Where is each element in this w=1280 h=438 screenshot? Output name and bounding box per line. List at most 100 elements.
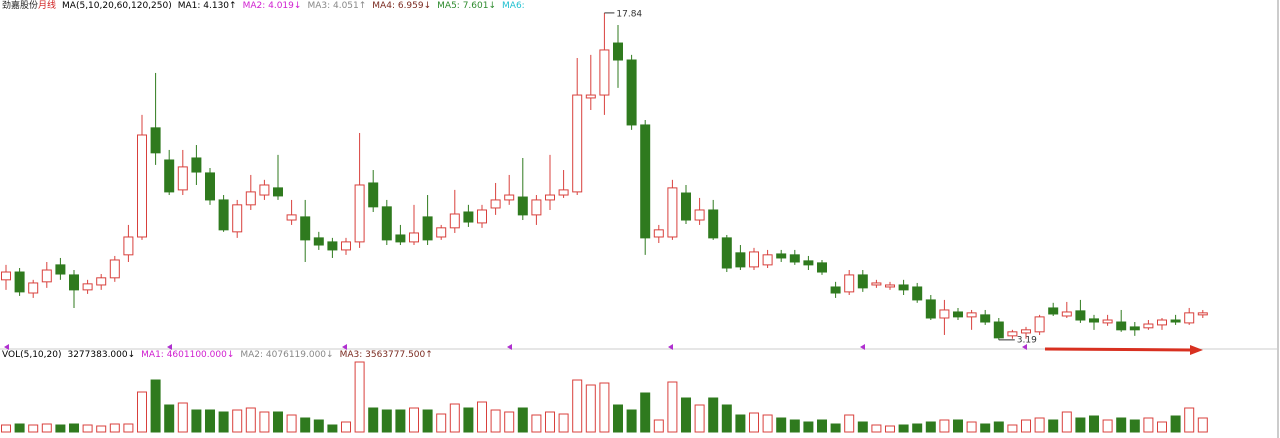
marker [167, 344, 172, 350]
candle-body [1089, 318, 1099, 323]
volume-bar [640, 392, 651, 433]
candle-body [218, 199, 229, 231]
volume-bar [490, 409, 501, 433]
volume-bar [558, 413, 569, 433]
candle-body [395, 234, 406, 243]
volume-bar [531, 414, 542, 433]
candle-body [300, 216, 311, 241]
marker [4, 344, 9, 350]
candle-body [844, 274, 855, 293]
volume-bar [993, 421, 1004, 433]
volume-bar [504, 411, 515, 433]
ma-value: MA5: 7.601↓ [437, 1, 497, 11]
candle-body [857, 274, 868, 289]
candle-body [205, 172, 215, 201]
volume-bar [300, 417, 311, 433]
volume-bar [150, 379, 161, 433]
candle-body [735, 252, 746, 268]
volume-bar [545, 411, 555, 433]
volume-bar [191, 409, 202, 433]
candle-body [1007, 331, 1018, 337]
candle-body [953, 311, 963, 318]
candle-body [123, 236, 134, 256]
volume-bar [1, 424, 11, 433]
volume-bar [844, 414, 855, 433]
candle-body [381, 206, 392, 241]
volume-value: MA1: 4601100.000↓ [141, 350, 235, 360]
ma-label: MA(5,10,20,60,120,250) [62, 1, 172, 11]
volume-bar [749, 412, 759, 433]
volume-bar [354, 361, 365, 433]
volume-bar [817, 419, 827, 433]
volume-bar [177, 402, 188, 433]
candle-body [939, 309, 950, 319]
candle-body [137, 134, 147, 238]
volume-bar [286, 414, 297, 433]
candle-body [82, 283, 93, 291]
candle-body [422, 216, 433, 241]
volume-bar [409, 407, 419, 433]
volume-bar [436, 413, 447, 433]
volume-bar [857, 421, 868, 433]
volume-value: 3277383.000↓ [67, 350, 136, 360]
volume-bar [667, 381, 678, 433]
candle-body [749, 251, 759, 268]
volume-bar [626, 409, 637, 433]
volume-bar [925, 421, 936, 433]
volume-bar [789, 419, 800, 433]
candle-body [96, 277, 107, 286]
candle-body [232, 204, 243, 233]
volume-bar [1116, 417, 1127, 433]
period-markers [4, 344, 1027, 350]
candle-body [1116, 321, 1127, 331]
marker [860, 344, 865, 350]
trend-arrow [1044, 345, 1203, 355]
volume-bar [803, 421, 814, 433]
ma-value: MA3: 4.051↑ [307, 1, 367, 11]
volume-bar [1089, 415, 1099, 433]
candle-body [1021, 329, 1031, 334]
candle-body [313, 237, 324, 246]
volume-header: VOL(5,10,20) 3277383.000↓ MA1: 4601100.00… [2, 350, 433, 361]
candle-body [993, 321, 1004, 339]
candle-body [531, 199, 542, 216]
marker [507, 344, 512, 350]
volume-bar [1021, 419, 1031, 433]
candle-body [1197, 312, 1208, 316]
volume-bar [912, 423, 923, 433]
candle-body [762, 254, 773, 266]
candle-body [69, 274, 79, 291]
candle-body [817, 262, 827, 273]
candle-body [341, 241, 351, 251]
volume-bar [1143, 417, 1154, 433]
low-annotation: 3.19 [1017, 335, 1037, 345]
candle-body [599, 49, 610, 96]
candle-body [354, 184, 365, 243]
candle-body [803, 260, 814, 266]
volume-bar [694, 404, 705, 433]
volume-bar [1034, 417, 1045, 433]
volume-bar [776, 417, 787, 433]
candle-body [830, 286, 841, 294]
candle-body [640, 124, 651, 239]
ma-value: MA1: 4.130↑ [177, 1, 237, 11]
volume-bar [55, 424, 66, 433]
candle-body [545, 194, 555, 201]
candle-body [55, 264, 66, 275]
candle-body [449, 213, 460, 229]
volume-bar [585, 384, 596, 433]
volume-bar [830, 423, 841, 433]
volume-bar [69, 423, 79, 433]
candle-body [626, 59, 637, 126]
volume-bar [109, 423, 120, 433]
volume-bar [1102, 419, 1113, 433]
volume-bar [966, 421, 977, 433]
volume-bar [245, 407, 256, 433]
volume-bar [395, 409, 406, 433]
volume-bar [708, 397, 719, 433]
candle-body [1048, 307, 1059, 315]
candle-body [1075, 310, 1086, 321]
candle-body [613, 42, 623, 61]
candle-body [191, 157, 202, 173]
